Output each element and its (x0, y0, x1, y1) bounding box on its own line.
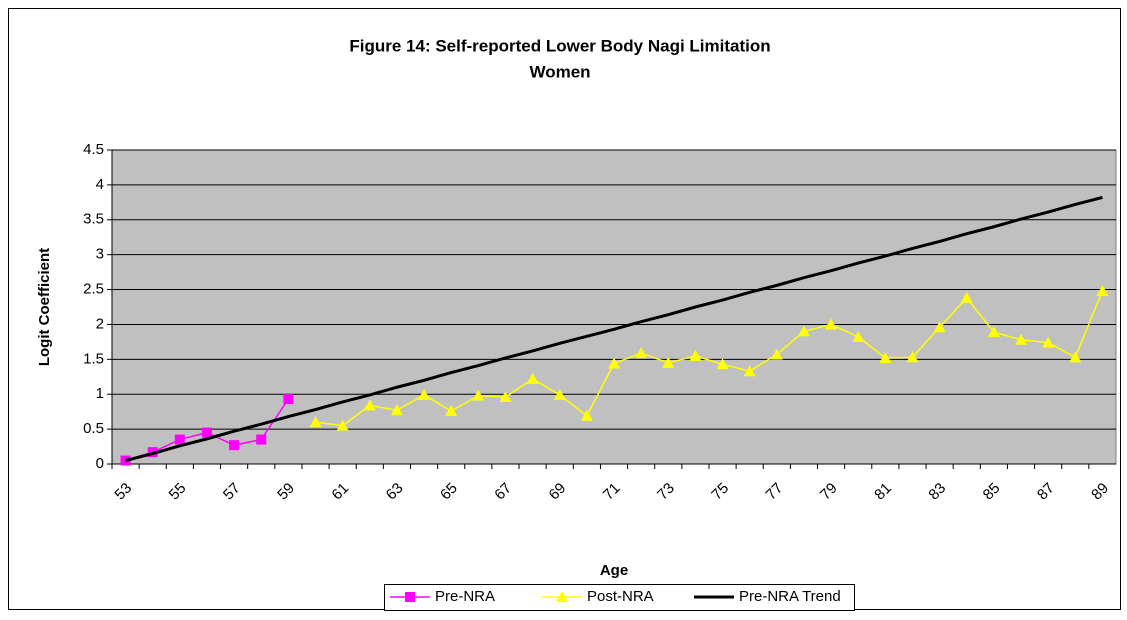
legend-box (384, 584, 855, 611)
marker (743, 365, 756, 377)
chart-subtitle: Women (529, 62, 590, 81)
y-tick-label: 2.5 (83, 281, 104, 298)
y-tick-label: 4.5 (83, 141, 104, 158)
marker (797, 325, 810, 337)
marker (770, 348, 783, 360)
marker (716, 358, 729, 370)
marker (987, 326, 1000, 338)
marker (879, 351, 892, 363)
marker (405, 592, 415, 602)
marker (526, 372, 539, 384)
y-axis-label: Logit Coefficient (36, 248, 53, 366)
marker (499, 391, 512, 403)
marker (229, 440, 240, 451)
y-tick-label: 3 (96, 246, 104, 263)
marker (390, 404, 403, 416)
marker (635, 347, 648, 359)
marker (852, 331, 865, 343)
legend-label: Pre-NRA (435, 588, 495, 605)
marker (906, 351, 919, 363)
legend-label: Pre-NRA Trend (739, 588, 841, 605)
chart-title: Figure 14: Self-reported Lower Body Nagi… (349, 36, 770, 55)
y-tick-label: 0.5 (83, 420, 104, 437)
y-tick-label: 3.5 (83, 211, 104, 228)
marker (445, 404, 458, 416)
marker (1096, 284, 1109, 296)
y-tick-label: 4 (96, 176, 104, 193)
marker (1015, 333, 1028, 345)
plot-area (111, 149, 1117, 465)
marker (825, 318, 838, 330)
y-tick-label: 1 (96, 385, 104, 402)
marker (580, 409, 593, 421)
marker (336, 419, 349, 431)
marker (689, 349, 702, 361)
marker (201, 427, 212, 438)
marker (960, 291, 973, 303)
y-tick-label: 2 (96, 315, 104, 332)
series-line (315, 290, 1104, 427)
series-line (125, 195, 1103, 462)
marker (553, 388, 566, 400)
marker (662, 356, 675, 368)
y-tick-label: 1.5 (83, 350, 104, 367)
marker (933, 321, 946, 333)
marker (1069, 351, 1082, 363)
marker (174, 434, 185, 445)
y-tick-label: 0 (96, 455, 104, 472)
marker (556, 591, 568, 602)
marker (418, 388, 431, 400)
marker (283, 394, 294, 405)
marker (309, 416, 322, 428)
x-axis-label: Age (600, 562, 628, 579)
marker (256, 434, 267, 445)
marker (1042, 336, 1055, 348)
marker (608, 357, 620, 369)
marker (363, 399, 376, 411)
marker (472, 389, 485, 401)
legend-label: Post-NRA (587, 588, 654, 605)
